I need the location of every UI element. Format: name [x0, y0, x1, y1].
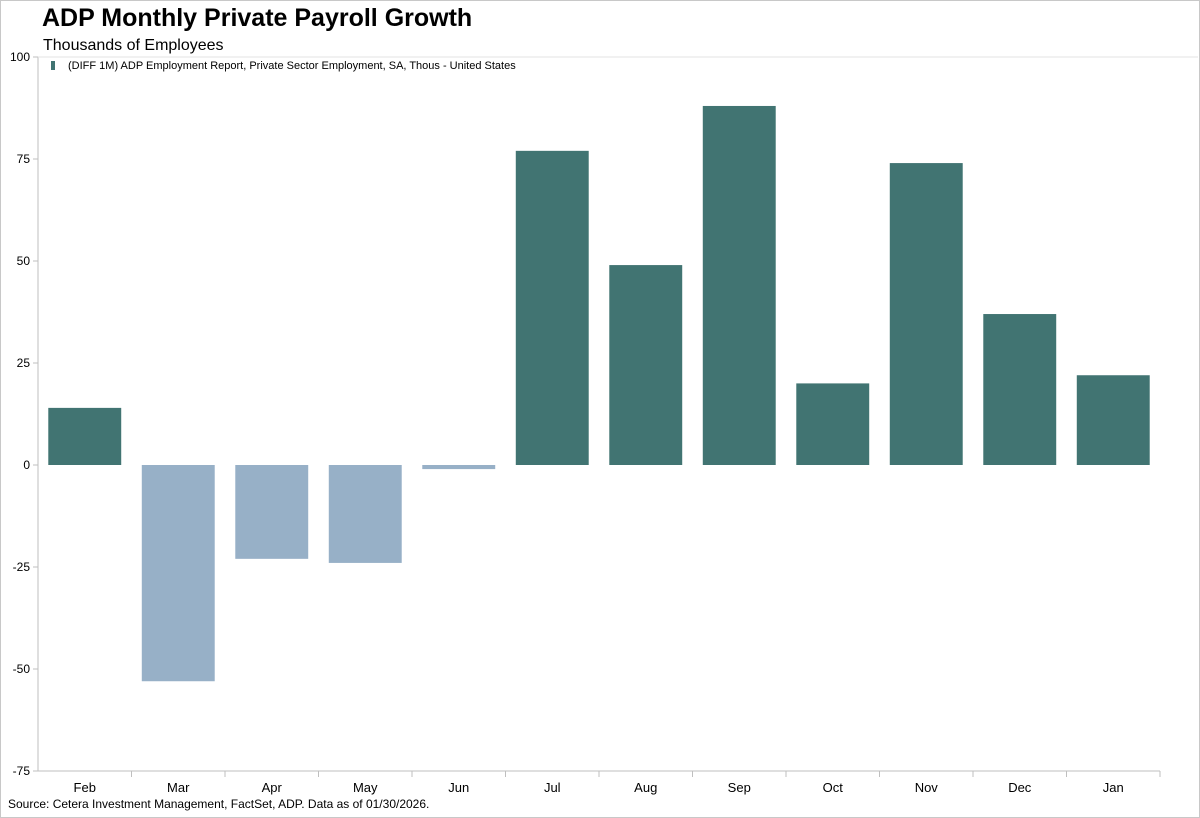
bar-jul: [515, 150, 589, 465]
y-tick-label: 0: [23, 458, 30, 472]
axes-group: 100 75 50 25 0 -25 -50 -75 Feb Mar Apr May Jun Jul Aug…: [10, 50, 1198, 795]
y-tick-label: -25: [13, 560, 31, 574]
bar-apr: [235, 465, 309, 559]
x-tick-label: Aug: [634, 780, 657, 795]
legend-swatch: [51, 61, 55, 70]
bar-jan: [1076, 375, 1150, 465]
y-tick-label: 100: [10, 50, 30, 64]
x-tick-label: Dec: [1008, 780, 1032, 795]
bars-group: [48, 105, 1150, 682]
x-tick-label: Jun: [448, 780, 469, 795]
x-tick-label: Oct: [823, 780, 844, 795]
bar-nov: [889, 163, 963, 465]
y-tick-label: 25: [17, 356, 31, 370]
x-tick-label: Jul: [544, 780, 561, 795]
bar-jun: [422, 465, 496, 470]
x-tick-label: May: [353, 780, 378, 795]
legend-label: (DIFF 1M) ADP Employment Report, Private…: [68, 60, 516, 72]
x-tick-label: Nov: [915, 780, 939, 795]
y-tick-label: 50: [17, 254, 31, 268]
bar-mar: [141, 465, 215, 682]
y-tick-label: -75: [13, 764, 31, 778]
bar-feb: [48, 407, 122, 465]
chart-subtitle: Thousands of Employees: [43, 37, 224, 54]
bar-aug: [609, 265, 683, 465]
x-tick-label: Mar: [167, 780, 190, 795]
legend-group: (DIFF 1M) ADP Employment Report, Private…: [51, 60, 516, 72]
y-tick-label: 75: [17, 152, 31, 166]
source-note: Source: Cetera Investment Management, Fa…: [8, 797, 430, 811]
bar-oct: [796, 383, 870, 465]
x-tick-label: Apr: [262, 780, 283, 795]
x-tick-label: Feb: [74, 780, 96, 795]
y-tick-label: -50: [13, 662, 31, 676]
bar-may: [328, 465, 402, 563]
bar-sep: [702, 105, 776, 466]
x-tick-label: Sep: [728, 780, 751, 795]
chart-title: ADP Monthly Private Payroll Growth: [42, 4, 473, 32]
x-tick-label: Jan: [1103, 780, 1124, 795]
bar-dec: [983, 314, 1057, 465]
